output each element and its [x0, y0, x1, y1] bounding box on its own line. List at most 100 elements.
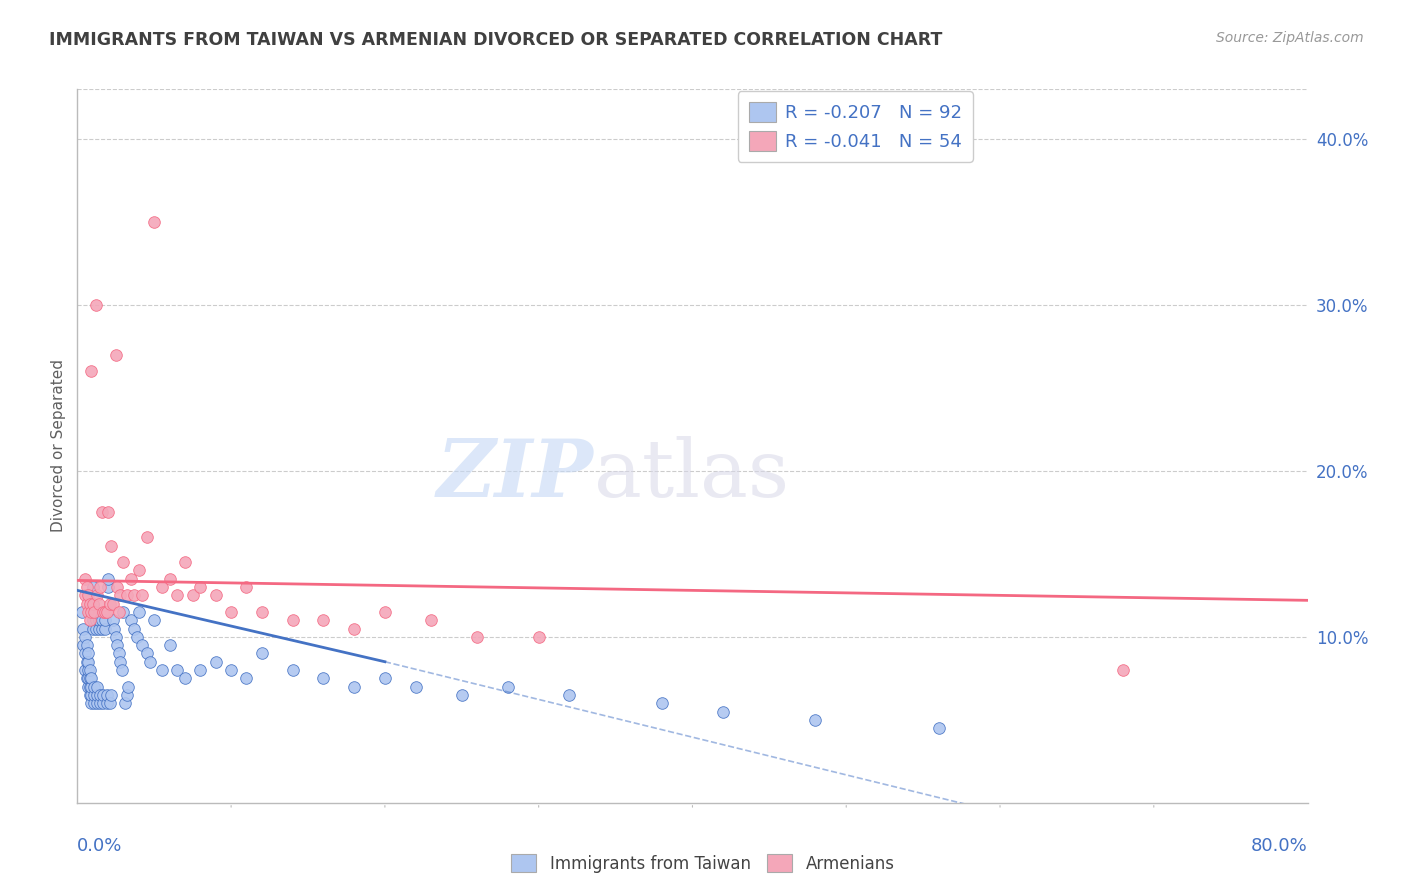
Point: [77, 671, 100, 685]
Point: [101, 597, 124, 611]
Point: [235, 671, 257, 685]
Point: [83, 696, 105, 710]
Point: [97, 505, 120, 519]
Text: IMMIGRANTS FROM TAIWAN VS ARMENIAN DIVORCED OR SEPARATED CORRELATION CHART: IMMIGRANTS FROM TAIWAN VS ARMENIAN DIVOR…: [49, 31, 942, 49]
Point: [76, 671, 98, 685]
Point: [312, 671, 335, 685]
Point: [103, 622, 125, 636]
Point: [79, 680, 101, 694]
Point: [79, 663, 101, 677]
Point: [128, 564, 150, 578]
Point: [83, 680, 105, 694]
Point: [73, 588, 96, 602]
Point: [98, 696, 121, 710]
Point: [90, 622, 114, 636]
Point: [94, 605, 117, 619]
Point: [90, 613, 114, 627]
Point: [86, 688, 108, 702]
Point: [80, 688, 103, 702]
Point: [72, 622, 94, 636]
Point: [86, 680, 108, 694]
Point: [166, 588, 188, 602]
Point: [235, 580, 257, 594]
Point: [86, 696, 108, 710]
Point: [104, 348, 127, 362]
Point: [89, 580, 111, 594]
Point: [80, 671, 103, 685]
Point: [204, 588, 226, 602]
Point: [77, 655, 100, 669]
Point: [97, 580, 120, 594]
Point: [90, 505, 114, 519]
Y-axis label: Divorced or Separated: Divorced or Separated: [51, 359, 66, 533]
Point: [101, 613, 124, 627]
Point: [79, 613, 101, 627]
Point: [100, 688, 122, 702]
Point: [77, 605, 100, 619]
Point: [82, 597, 104, 611]
Point: [84, 605, 107, 619]
Point: [711, 705, 734, 719]
Point: [87, 622, 110, 636]
Text: ZIP: ZIP: [437, 436, 595, 513]
Legend: Immigrants from Taiwan, Armenians: Immigrants from Taiwan, Armenians: [505, 847, 901, 880]
Point: [76, 580, 98, 594]
Point: [188, 663, 212, 677]
Point: [174, 671, 197, 685]
Point: [79, 597, 101, 611]
Point: [82, 580, 104, 594]
Point: [405, 680, 427, 694]
Point: [97, 572, 120, 586]
Point: [166, 663, 188, 677]
Point: [114, 696, 136, 710]
Point: [150, 580, 173, 594]
Point: [420, 613, 443, 627]
Point: [219, 605, 242, 619]
Point: [250, 647, 273, 661]
Point: [112, 555, 135, 569]
Point: [174, 555, 197, 569]
Point: [131, 638, 153, 652]
Point: [80, 680, 103, 694]
Point: [77, 588, 100, 602]
Point: [465, 630, 488, 644]
Point: [219, 663, 242, 677]
Point: [73, 572, 96, 586]
Point: [94, 622, 117, 636]
Point: [73, 663, 96, 677]
Point: [450, 688, 472, 702]
Point: [79, 688, 101, 702]
Point: [120, 613, 142, 627]
Point: [82, 613, 104, 627]
Point: [135, 530, 157, 544]
Point: [86, 588, 108, 602]
Point: [128, 605, 150, 619]
Point: [250, 605, 273, 619]
Point: [82, 622, 104, 636]
Point: [76, 597, 98, 611]
Point: [89, 696, 111, 710]
Point: [343, 622, 366, 636]
Point: [115, 588, 138, 602]
Point: [138, 655, 160, 669]
Point: [651, 696, 673, 710]
Point: [84, 613, 107, 627]
Point: [96, 696, 118, 710]
Point: [105, 638, 128, 652]
Point: [117, 680, 139, 694]
Point: [112, 605, 135, 619]
Point: [93, 688, 115, 702]
Text: 0.0%: 0.0%: [77, 837, 122, 855]
Point: [104, 630, 127, 644]
Point: [82, 605, 104, 619]
Point: [122, 622, 145, 636]
Point: [281, 663, 304, 677]
Point: [143, 613, 166, 627]
Point: [77, 680, 100, 694]
Point: [96, 688, 118, 702]
Point: [73, 647, 96, 661]
Point: [127, 630, 149, 644]
Point: [108, 605, 131, 619]
Point: [115, 688, 138, 702]
Text: Source: ZipAtlas.com: Source: ZipAtlas.com: [1216, 31, 1364, 45]
